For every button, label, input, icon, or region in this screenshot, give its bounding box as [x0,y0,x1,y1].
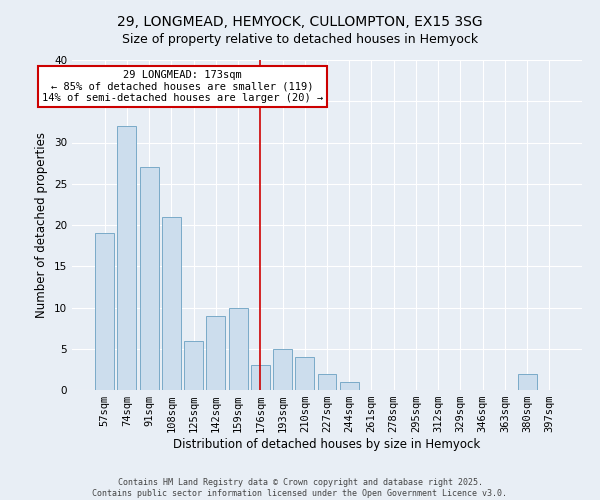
Bar [295,357,314,390]
Bar [206,316,225,390]
Text: 29, LONGMEAD, HEMYOCK, CULLOMPTON, EX15 3SG: 29, LONGMEAD, HEMYOCK, CULLOMPTON, EX15 … [117,15,483,29]
Bar [251,365,270,390]
Text: 29 LONGMEAD: 173sqm
← 85% of detached houses are smaller (119)
14% of semi-detac: 29 LONGMEAD: 173sqm ← 85% of detached ho… [42,70,323,103]
Bar [518,374,536,390]
Bar [229,308,248,390]
X-axis label: Distribution of detached houses by size in Hemyock: Distribution of detached houses by size … [173,438,481,451]
Bar [95,233,114,390]
Bar [340,382,359,390]
Bar [118,126,136,390]
Y-axis label: Number of detached properties: Number of detached properties [35,132,49,318]
Bar [162,217,181,390]
Bar [273,349,292,390]
Bar [184,340,203,390]
Text: Size of property relative to detached houses in Hemyock: Size of property relative to detached ho… [122,32,478,46]
Bar [140,167,158,390]
Bar [317,374,337,390]
Text: Contains HM Land Registry data © Crown copyright and database right 2025.
Contai: Contains HM Land Registry data © Crown c… [92,478,508,498]
